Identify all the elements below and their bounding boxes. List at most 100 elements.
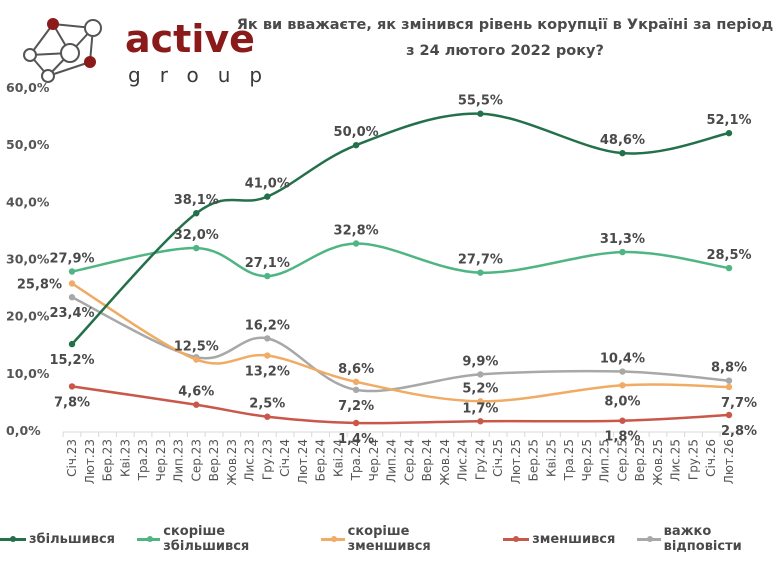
legend-item-series-4: важко відповісти <box>637 524 780 554</box>
x-tick-label: Лип.24 <box>385 439 399 483</box>
series-2-data-label: 8,6% <box>338 362 374 377</box>
series-0-data-label: 55,5% <box>458 94 503 109</box>
series-1-point <box>352 240 360 247</box>
series-0-point <box>264 193 271 200</box>
x-tick-label: Жов.23 <box>225 439 239 485</box>
x-tick-label: Кві.24 <box>331 439 345 477</box>
series-2-data-label: 25,8% <box>17 278 62 293</box>
series-1-line <box>71 242 730 278</box>
x-tick-label: Тра.24 <box>349 439 363 481</box>
x-tick-label: Сер.24 <box>402 439 416 481</box>
x-tick-label: Жов.25 <box>651 439 665 485</box>
series-1-point <box>193 244 200 252</box>
series-3-data-label: 1,7% <box>462 401 498 416</box>
series-1-data-label: 32,8% <box>334 223 379 238</box>
chart-title-line-1: Як ви вважаєте, як змінився рівень коруп… <box>236 17 774 33</box>
x-tick-label: Жов.24 <box>438 439 452 485</box>
legend-line-marker-icon <box>137 535 161 542</box>
series-3-data-label: 1,4% <box>338 432 374 447</box>
legend-line-marker-icon <box>503 535 530 542</box>
x-tick-label: Лют.24 <box>296 439 310 484</box>
series-2-point <box>352 378 360 386</box>
series-4-data-label: 7,2% <box>338 399 374 414</box>
series-4-data-label: 8,8% <box>711 361 747 376</box>
x-tick-label: Січ.25 <box>491 439 505 477</box>
x-tick-label: Чер.24 <box>367 439 381 481</box>
active-group-logo: active group <box>18 10 262 85</box>
series-1-data-label: 32,0% <box>174 228 219 243</box>
legend-item-series-3: зменшився <box>503 524 615 554</box>
series-1-point <box>68 268 76 275</box>
logo-wordmark: active <box>125 17 255 61</box>
series-4-point <box>352 386 360 394</box>
series-1-data-label: 27,7% <box>458 253 503 268</box>
series-3-point <box>264 413 271 420</box>
series-2-data-label: 5,2% <box>462 381 498 396</box>
legend-label: збільшився <box>29 531 116 547</box>
y-tick-label: 0,0% <box>6 423 41 438</box>
series-0-point <box>725 129 733 137</box>
x-tick-label: Вер.23 <box>207 439 221 481</box>
series-4-data-label: 9,9% <box>462 354 498 369</box>
series-3-data-label: 2,5% <box>249 397 285 412</box>
series-3-data-label: 1,8% <box>604 430 640 445</box>
series-3-data-label: 4,6% <box>178 385 214 400</box>
x-tick-label: Гру.24 <box>473 439 487 480</box>
series-1-point <box>725 264 733 272</box>
series-2-data-label: 12,5% <box>174 340 219 355</box>
x-tick-label: Тра.25 <box>562 439 576 481</box>
series-0-data-label: 15,2% <box>49 353 94 368</box>
x-tick-label: Січ.26 <box>704 439 718 477</box>
series-4-data-label: 10,4% <box>600 352 645 367</box>
logo-subtitle: group <box>128 63 282 87</box>
series-0-data-label: 41,0% <box>245 177 290 192</box>
legend-label: скоріше збільшився <box>163 524 250 554</box>
series-3-point <box>352 419 360 427</box>
series-2-point <box>264 352 271 359</box>
series-0-data-label: 52,1% <box>706 113 751 128</box>
x-tick-label: Лют.25 <box>509 439 523 484</box>
series-2-point <box>619 382 626 389</box>
series-4-line <box>71 296 730 393</box>
x-tick-label: Бер.23 <box>101 439 115 481</box>
x-tick-label: Бер.25 <box>527 439 541 481</box>
x-tick-label: Лис.25 <box>669 439 683 482</box>
x-tick-label: Гру.23 <box>260 439 274 480</box>
series-3-point <box>477 418 484 425</box>
x-tick-label: Лис.24 <box>456 439 470 482</box>
x-tick-label: Лис.23 <box>243 439 257 482</box>
x-tick-label: Чер.23 <box>154 439 168 481</box>
series-0-line <box>71 112 730 345</box>
series-3-data-label: 7,8% <box>54 395 90 410</box>
chart-legend: збільшився скоріше збільшився скоріше змен… <box>0 524 780 554</box>
series-1-data-label: 28,5% <box>706 248 751 263</box>
series-2-point <box>68 280 76 287</box>
y-tick-label: 20,0% <box>6 309 50 324</box>
series-1-data-label: 27,9% <box>49 252 94 267</box>
series-1-point <box>619 248 626 256</box>
x-tick-label: Тра.23 <box>136 439 150 481</box>
x-tick-label: Чер.25 <box>580 439 594 481</box>
legend-label: скоріше зменшився <box>347 524 431 554</box>
y-tick-label: 50,0% <box>6 137 50 152</box>
series-2-point <box>193 356 200 363</box>
x-tick-label: Сер.23 <box>189 439 203 481</box>
series-4-point <box>619 368 626 375</box>
series-2-data-label: 8,0% <box>604 394 640 409</box>
legend-label: важко відповісти <box>663 524 742 554</box>
x-tick-label: Гру.25 <box>686 439 700 480</box>
legend-label: зменшився <box>532 531 616 547</box>
network-logo-icon <box>23 18 102 83</box>
y-tick-label: 60,0% <box>6 80 50 95</box>
series-4-data-label: 16,2% <box>245 318 290 333</box>
series-1-point <box>477 269 484 276</box>
x-tick-label: Вер.25 <box>633 439 647 481</box>
x-tick-label: Лип.23 <box>172 439 186 483</box>
series-4-point <box>264 335 271 342</box>
axes: 0,0% 10,0% 20,0% 30,0% 40,0% 50,0% 60,0% Січ.23… <box>6 80 739 485</box>
y-tick-label: 40,0% <box>6 194 50 209</box>
series-0-data-label: 38,1% <box>174 193 219 208</box>
series-0-point <box>477 110 484 117</box>
series-0-point <box>352 141 360 149</box>
